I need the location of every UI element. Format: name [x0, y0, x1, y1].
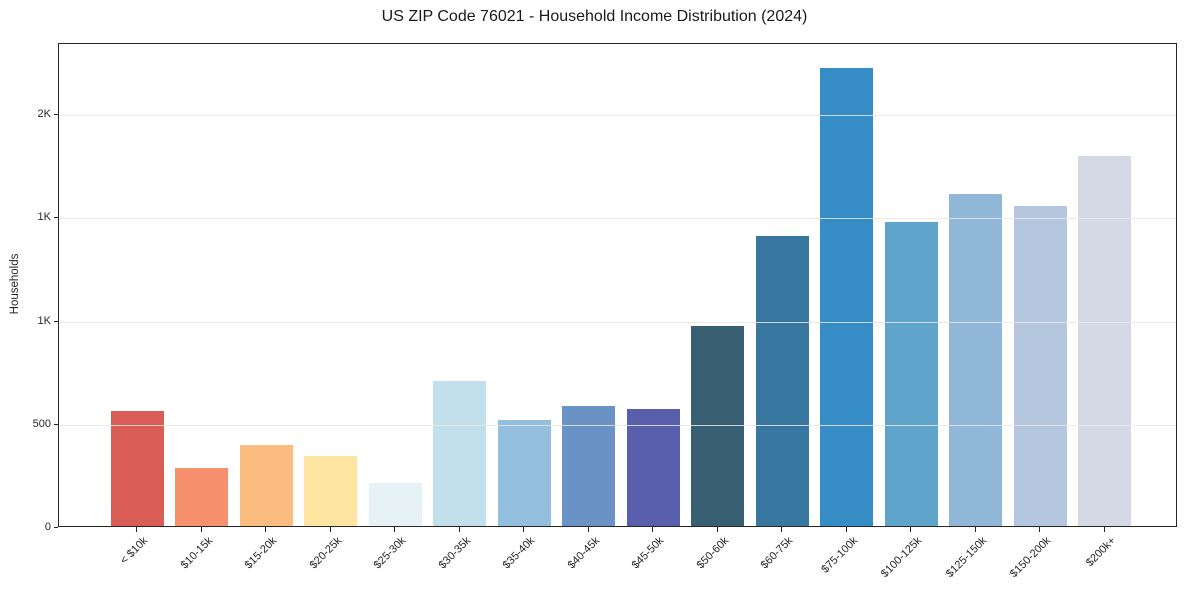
- bar-150-200k: [1013, 206, 1067, 526]
- y-tick-label: 1K: [37, 315, 51, 327]
- y-tick-mark: [54, 527, 58, 528]
- bar-20-25k: [304, 456, 357, 526]
- y-tick-label: 0: [44, 521, 51, 533]
- y-tick-label: 2K: [37, 108, 51, 120]
- x-tick-mark: [394, 527, 395, 532]
- x-tick-mark: [781, 527, 782, 532]
- y-tick-mark: [54, 424, 58, 425]
- x-tick-mark: [1104, 527, 1105, 532]
- bar-75-100k: [820, 68, 873, 526]
- bar-200k: [1078, 156, 1131, 526]
- x-tick-mark: [136, 527, 137, 532]
- bar-10k: [110, 411, 164, 526]
- bar-100-125k: [884, 222, 938, 526]
- x-tick-label: < $10k: [118, 534, 151, 567]
- x-tick-mark: [652, 527, 653, 532]
- y-axis-label: Households: [9, 253, 21, 315]
- bar-35-40k: [497, 420, 551, 526]
- bar-40-45k: [562, 406, 615, 526]
- x-tick-mark: [588, 527, 589, 532]
- x-tick-mark: [975, 527, 976, 532]
- bar-60-75k: [755, 236, 809, 526]
- y-tick-mark: [54, 321, 58, 322]
- x-tick-mark: [846, 527, 847, 532]
- x-tick-mark: [459, 527, 460, 532]
- x-tick-mark: [910, 527, 911, 532]
- gridline-2000: [59, 115, 1176, 116]
- gridline-1500: [59, 218, 1176, 219]
- x-tick-mark: [1039, 527, 1040, 532]
- bar-10-15k: [175, 468, 228, 526]
- bar-15-20k: [239, 445, 293, 526]
- x-tick-mark: [330, 527, 331, 532]
- x-tick-mark: [523, 527, 524, 532]
- gridline-1000: [59, 322, 1176, 323]
- y-tick-mark: [54, 217, 58, 218]
- bar-50-60k: [691, 326, 744, 526]
- y-tick-label: 1K: [37, 211, 51, 223]
- bar-30-35k: [433, 381, 486, 526]
- bar-45-50k: [626, 409, 680, 526]
- x-tick-mark: [201, 527, 202, 532]
- bar-125-150k: [949, 194, 1002, 526]
- y-tick-mark: [54, 114, 58, 115]
- chart-title: US ZIP Code 76021 - Household Income Dis…: [381, 8, 808, 25]
- y-tick-label: 500: [32, 418, 51, 430]
- plot-area: [58, 43, 1177, 527]
- bar-25-30k: [368, 483, 422, 526]
- x-tick-mark: [717, 527, 718, 532]
- gridline-500: [59, 425, 1176, 426]
- x-tick-mark: [265, 527, 266, 532]
